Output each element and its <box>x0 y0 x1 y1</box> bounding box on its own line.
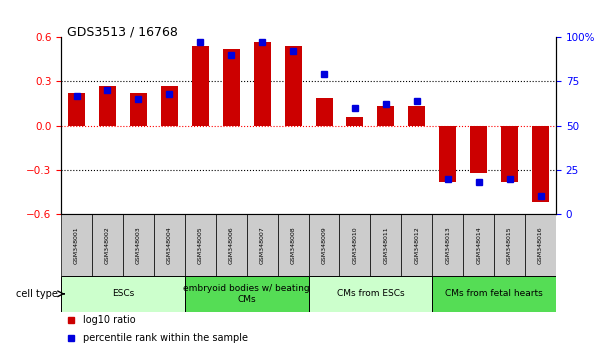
Text: GSM348001: GSM348001 <box>74 226 79 264</box>
Bar <box>130 93 147 126</box>
Bar <box>285 46 302 126</box>
Bar <box>161 86 178 126</box>
Bar <box>433 276 556 312</box>
Bar <box>315 98 332 126</box>
Bar <box>254 42 271 126</box>
Text: GSM348010: GSM348010 <box>353 226 357 264</box>
Bar <box>309 276 433 312</box>
Text: GSM348016: GSM348016 <box>538 226 543 264</box>
Text: ESCs: ESCs <box>112 289 134 298</box>
Text: GSM348014: GSM348014 <box>476 226 481 264</box>
Text: GSM348012: GSM348012 <box>414 226 419 264</box>
Bar <box>309 214 340 276</box>
Text: GSM348007: GSM348007 <box>260 226 265 264</box>
Text: GSM348002: GSM348002 <box>105 226 110 264</box>
Bar <box>185 214 216 276</box>
Text: CMs from fetal hearts: CMs from fetal hearts <box>445 289 543 298</box>
Text: cell type: cell type <box>16 289 58 299</box>
Text: GSM348008: GSM348008 <box>291 226 296 264</box>
Bar <box>346 117 364 126</box>
Text: embryoid bodies w/ beating
CMs: embryoid bodies w/ beating CMs <box>183 284 310 303</box>
Text: GSM348006: GSM348006 <box>229 226 234 264</box>
Bar <box>123 214 154 276</box>
Text: GSM348005: GSM348005 <box>198 226 203 264</box>
Bar <box>463 214 494 276</box>
Text: GSM348013: GSM348013 <box>445 226 450 264</box>
Bar <box>408 107 425 126</box>
Text: percentile rank within the sample: percentile rank within the sample <box>83 333 248 343</box>
Bar <box>340 214 370 276</box>
Bar <box>99 86 116 126</box>
Text: GDS3513 / 16768: GDS3513 / 16768 <box>67 26 178 39</box>
Bar <box>370 214 401 276</box>
Bar <box>277 214 309 276</box>
Bar <box>494 214 525 276</box>
Bar <box>216 214 247 276</box>
Text: CMs from ESCs: CMs from ESCs <box>337 289 404 298</box>
Text: GSM348003: GSM348003 <box>136 226 141 264</box>
Bar <box>501 126 518 182</box>
Text: GSM348004: GSM348004 <box>167 226 172 264</box>
Text: GSM348015: GSM348015 <box>507 226 512 264</box>
Bar <box>223 49 240 126</box>
Bar <box>68 93 85 126</box>
Bar <box>154 214 185 276</box>
Bar <box>61 276 185 312</box>
Bar <box>439 126 456 182</box>
Bar <box>378 107 394 126</box>
Bar <box>525 214 556 276</box>
Bar <box>433 214 463 276</box>
Bar <box>185 276 309 312</box>
Bar <box>92 214 123 276</box>
Bar <box>401 214 433 276</box>
Bar <box>532 126 549 202</box>
Bar <box>61 214 92 276</box>
Bar <box>470 126 487 173</box>
Bar <box>247 214 277 276</box>
Text: log10 ratio: log10 ratio <box>83 315 136 325</box>
Text: GSM348011: GSM348011 <box>383 226 389 264</box>
Text: GSM348009: GSM348009 <box>321 226 326 264</box>
Bar <box>192 46 209 126</box>
